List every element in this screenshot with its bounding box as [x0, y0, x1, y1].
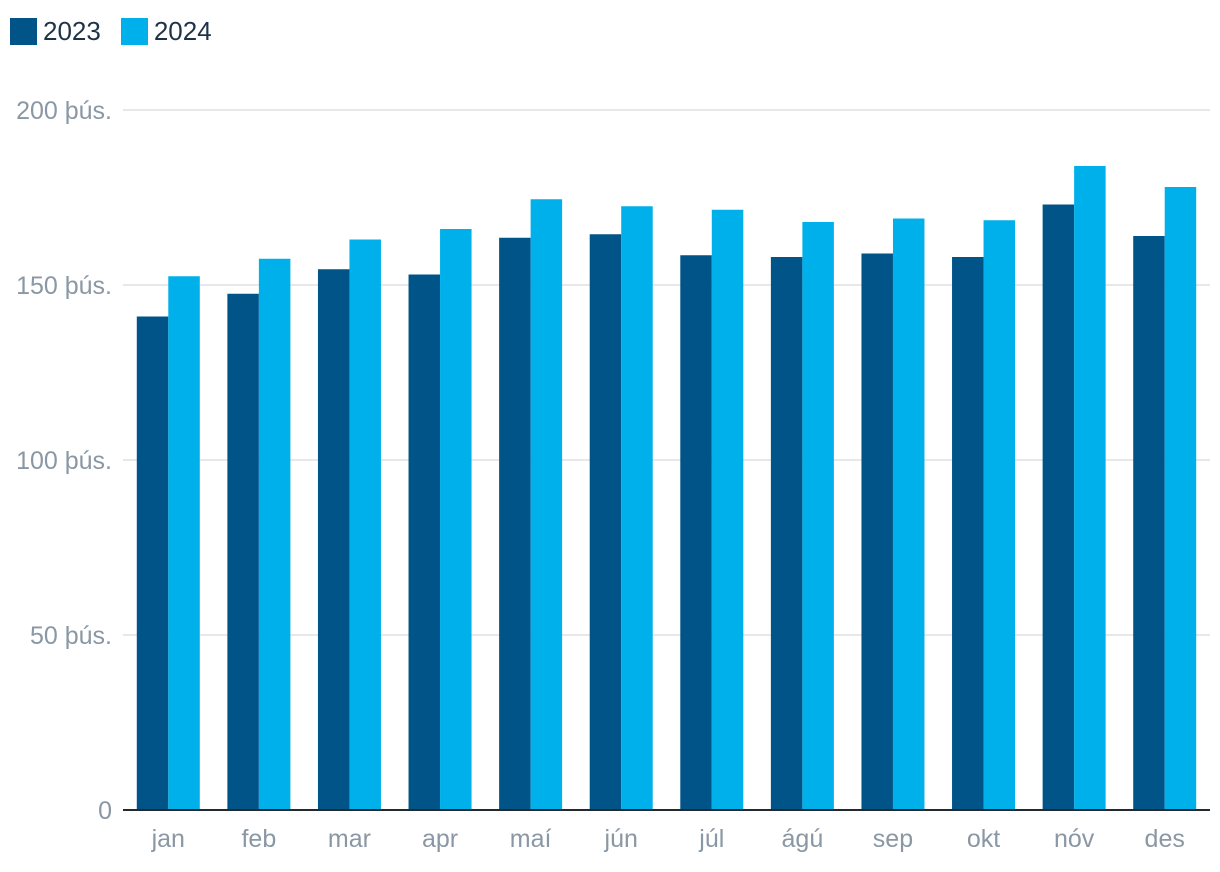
x-tick-label: sep — [873, 825, 913, 853]
bar-2023-okt[interactable] — [952, 257, 984, 810]
bar-2023-jún[interactable] — [589, 234, 622, 810]
y-tick-label: 0 — [98, 797, 112, 825]
bar-2023-mar[interactable] — [317, 269, 350, 810]
x-tick-label: jún — [604, 825, 638, 853]
bar-2023-maí[interactable] — [499, 237, 531, 810]
legend-label-2023: 2023 — [43, 16, 101, 46]
legend-swatch-2023 — [10, 18, 37, 45]
y-tick-label: 100 þús. — [16, 447, 112, 475]
x-tick-label: ágú — [782, 825, 824, 853]
legend: 2023 2024 — [10, 16, 212, 47]
bar-2024-mar[interactable] — [349, 239, 381, 811]
bar-2023-nóv[interactable] — [1042, 204, 1075, 811]
axes: 0 50 þús. 100 þús. 150 þús. 200 þús. jan feb ma… — [16, 97, 1210, 853]
bar-2023-jan[interactable] — [136, 316, 169, 811]
bar-2024-okt[interactable] — [983, 220, 1016, 810]
bar-2024-jún[interactable] — [621, 206, 653, 810]
bar-2024-apr[interactable] — [440, 229, 472, 810]
bar-2024-feb[interactable] — [258, 258, 291, 810]
legend-label-2024: 2024 — [153, 16, 212, 46]
legend-item-2023[interactable]: 2023 — [10, 16, 101, 47]
bar-2023-feb[interactable] — [227, 293, 259, 810]
legend-item-2024[interactable]: 2024 — [120, 16, 212, 47]
x-tick-label: jan — [151, 825, 185, 853]
bar-2024-sep[interactable] — [892, 218, 925, 811]
y-tick-label: 50 þús. — [30, 622, 112, 650]
x-tick-label: apr — [422, 825, 458, 853]
y-tick-label: 150 þús. — [16, 272, 112, 300]
legend-swatch-2024 — [120, 18, 148, 45]
bar-2023-apr[interactable] — [408, 274, 441, 811]
bar-2023-des[interactable] — [1133, 236, 1165, 810]
x-tick-label: mar — [328, 825, 371, 853]
x-tick-label: des — [1145, 825, 1185, 853]
bar-2023-sep[interactable] — [861, 253, 893, 811]
bar-2024-des[interactable] — [1164, 187, 1197, 810]
bar-2024-nóv[interactable] — [1074, 166, 1106, 810]
bar-2024-jan[interactable] — [168, 276, 200, 810]
y-tick-label: 200 þús. — [16, 97, 112, 125]
bar-2024-júl[interactable] — [711, 209, 744, 810]
x-tick-label: júl — [698, 825, 724, 853]
x-tick-label: okt — [967, 825, 1000, 853]
bar-2024-maí[interactable] — [530, 199, 563, 810]
bar-2024-ágú[interactable] — [802, 222, 834, 810]
bar-2023-júl[interactable] — [680, 255, 712, 810]
x-tick-label: maí — [510, 825, 552, 853]
gridlines — [123, 109, 1210, 636]
bars — [136, 166, 1197, 811]
x-tick-label: feb — [241, 825, 276, 853]
x-tick-label: nóv — [1054, 825, 1095, 853]
bar-2023-ágú[interactable] — [770, 257, 803, 810]
